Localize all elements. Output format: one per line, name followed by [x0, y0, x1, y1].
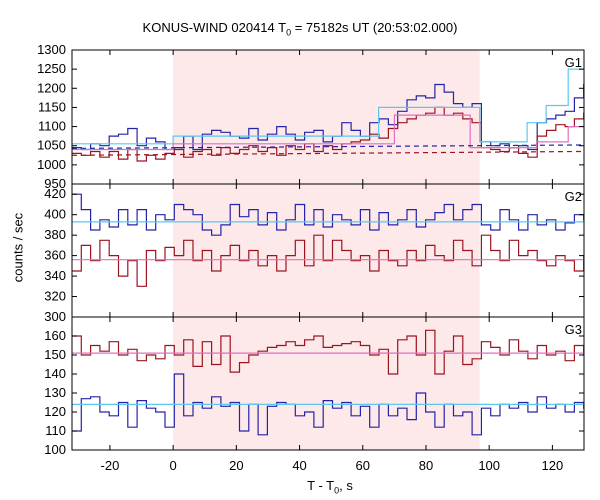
panel-g1-series-lightblue-2: [72, 68, 584, 145]
panel-g2-ytick-label: 300: [44, 309, 66, 324]
panel-g1-ytick-label: 1200: [37, 80, 66, 95]
panel-g3-ytick-label: 140: [44, 366, 66, 381]
panel-g2-ytick-label: 360: [44, 248, 66, 263]
panel-g2-ytick-label: 400: [44, 207, 66, 222]
chart-title: KONUS-WIND 020414 T0 = 75182s UT (20:53:…: [142, 20, 458, 38]
panel-g1-ytick-label: 1300: [37, 42, 66, 57]
panel-g3-label: G3: [565, 322, 582, 337]
panel-g2-label: G2: [565, 189, 582, 204]
panel-g3-ytick-label: 110: [45, 423, 66, 438]
x-tick-label: 120: [542, 458, 564, 473]
panel-g1-ytick-label: 1100: [38, 119, 66, 134]
x-tick-label: 60: [356, 458, 370, 473]
x-tick-label: 40: [292, 458, 306, 473]
panel-g3-ytick-label: 160: [44, 328, 66, 343]
panel-g1-ytick-label: 1150: [38, 99, 66, 114]
panel-g3-ytick-label: 130: [44, 385, 66, 400]
panel-g2-ytick-label: 380: [44, 227, 66, 242]
panel-g2-ytick-label: 320: [44, 289, 66, 304]
panel-g3-frame: [71, 316, 585, 451]
x-tick-label: 100: [478, 458, 500, 473]
panel-g3-ytick-label: 150: [44, 347, 66, 362]
panel-g1-ytick-label: 1000: [37, 157, 66, 172]
panel-g1-series-dash_red-5: [71, 150, 585, 156]
panel-g1-ytick-label: 1250: [37, 61, 66, 76]
x-axis-label: T - T0, s: [307, 478, 353, 496]
panel-g2-series-blue-0: [72, 193, 585, 236]
x-tick-label: 20: [229, 458, 243, 473]
panel-g1-ytick-label: 1050: [37, 138, 66, 153]
burst-interval-shade: [173, 50, 480, 450]
panel-g1-label: G1: [565, 55, 582, 70]
panel-g2-series-red-1: [72, 234, 585, 287]
panel-g2-ytick-label: 420: [44, 186, 66, 201]
x-tick-label: 0: [170, 458, 177, 473]
panel-g3-ytick-label: 100: [44, 442, 66, 457]
panel-g3-ytick-label: 120: [44, 404, 66, 419]
panel-g1-ytick-label: 950: [44, 176, 66, 191]
x-tick-label: -20: [101, 458, 120, 473]
panel-g2-ytick-label: 340: [44, 268, 66, 283]
panel-g1-series-blue-0: [72, 83, 585, 151]
x-tick-label: 80: [419, 458, 433, 473]
panel-g3-series-red-1: [72, 329, 585, 375]
panel-g1-series-pink-3: [72, 114, 584, 151]
panel-g1-series-dash_blue-4: [71, 144, 585, 149]
